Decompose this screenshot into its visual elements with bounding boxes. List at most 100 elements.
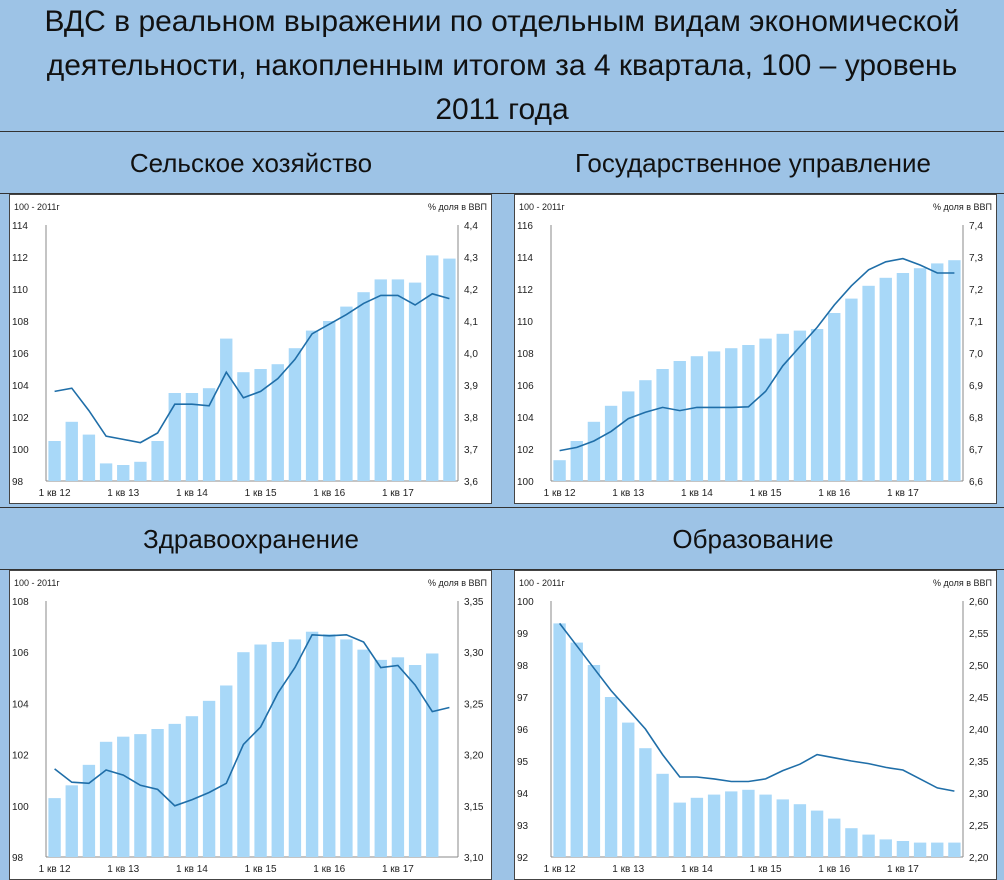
bar	[793, 330, 807, 481]
bar	[374, 659, 387, 857]
bar	[426, 653, 439, 857]
left-tick-label: 98	[517, 661, 529, 672]
right-tick-label: 3,7	[464, 445, 478, 456]
right-axis-label: % доля в ВВП	[428, 578, 487, 588]
bar	[862, 834, 875, 857]
right-tick-label: 7,4	[969, 221, 983, 232]
left-tick-label: 108	[12, 317, 29, 328]
bar	[810, 329, 824, 481]
bar	[305, 330, 319, 481]
bar	[690, 356, 704, 481]
x-tick-label: 1 кв 13	[107, 488, 139, 499]
right-tick-label: 3,8	[464, 413, 478, 424]
bar	[707, 351, 721, 481]
bar	[340, 306, 353, 481]
left-tick-label: 95	[517, 757, 529, 768]
bar	[604, 405, 618, 481]
bar	[742, 345, 755, 481]
right-tick-label: 6,8	[969, 413, 983, 424]
left-tick-label: 114	[517, 253, 533, 264]
right-tick-label: 4,2	[464, 285, 478, 296]
chart-title-agriculture: Сельское хозяйство	[129, 147, 373, 178]
bar	[862, 285, 875, 481]
bar	[845, 828, 858, 857]
bar	[879, 839, 892, 857]
x-tick-label: 1 кв 12	[39, 488, 71, 499]
chart-svg: 100 - 2011г % доля в ВВП 92 93 94 95 96 97 98 99 1…	[517, 578, 992, 875]
bar	[408, 665, 422, 857]
bar	[202, 700, 216, 857]
right-tick-label: 2,35	[969, 757, 989, 768]
bar	[673, 361, 686, 481]
bar	[117, 465, 130, 481]
divider	[0, 507, 1004, 508]
bar	[587, 421, 601, 481]
bar	[254, 644, 267, 857]
left-tick-label: 108	[12, 597, 29, 608]
left-tick-label: 108	[517, 349, 534, 360]
bar	[151, 441, 164, 481]
right-tick-label: 2,55	[969, 629, 989, 640]
bar	[99, 741, 113, 857]
bar	[271, 641, 284, 857]
bar	[391, 279, 405, 481]
bar	[65, 785, 78, 857]
right-tick-label: 2,20	[969, 853, 989, 864]
bar	[117, 736, 130, 857]
bar	[48, 441, 61, 481]
bar	[553, 460, 566, 481]
chart-healthcare: 100 - 2011г % доля в ВВП 98 100 102 104 106 108…	[9, 570, 492, 880]
bar	[793, 804, 807, 857]
right-tick-label: 3,9	[464, 381, 478, 392]
x-tick-label: 1 кв 17	[887, 488, 919, 499]
right-axis-label: % доля в ВВП	[428, 202, 487, 212]
x-tick-label: 1 кв 15	[245, 864, 277, 875]
right-tick-label: 2,45	[969, 693, 989, 704]
right-tick-label: 3,25	[464, 699, 484, 710]
right-tick-label: 3,10	[464, 853, 484, 864]
right-tick-label: 2,40	[969, 725, 989, 736]
bar	[759, 794, 772, 857]
left-tick-label: 104	[517, 413, 534, 424]
bar	[340, 639, 353, 857]
bar	[948, 260, 961, 481]
x-tick-label: 1 кв 13	[612, 488, 644, 499]
chart-agriculture: 100 - 2011г % доля в ВВП 98 100 102 104 106 108…	[9, 194, 492, 504]
right-tick-label: 2,25	[969, 821, 989, 832]
chart-title-education: Образование	[672, 523, 834, 554]
bar	[65, 421, 78, 481]
right-tick-label: 7,2	[969, 285, 983, 296]
left-tick-label: 100	[517, 477, 534, 488]
bar	[828, 313, 841, 481]
bar	[725, 348, 738, 481]
x-tick-label: 1 кв 15	[750, 864, 782, 875]
left-tick-label: 96	[517, 725, 529, 736]
right-tick-label: 6,9	[969, 381, 983, 392]
bar	[639, 748, 652, 857]
right-tick-label: 3,35	[464, 597, 484, 608]
bar	[828, 818, 841, 857]
bar	[639, 380, 652, 481]
bar	[374, 279, 387, 481]
right-axis-label: % доля в ВВП	[933, 202, 992, 212]
bar	[622, 722, 635, 857]
bar	[776, 799, 789, 857]
right-tick-label: 3,20	[464, 751, 484, 762]
bar	[357, 292, 370, 481]
left-tick-label: 99	[517, 629, 529, 640]
x-tick-label: 1 кв 15	[750, 488, 782, 499]
x-tick-label: 1 кв 14	[176, 488, 208, 499]
bar	[622, 391, 635, 481]
share-line	[558, 622, 955, 792]
bar	[707, 794, 721, 857]
x-tick-label: 1 кв 12	[544, 864, 576, 875]
left-tick-label: 94	[517, 789, 529, 800]
bar	[426, 255, 439, 481]
x-tick-label: 1 кв 16	[818, 488, 850, 499]
bar	[99, 463, 113, 481]
left-tick-label: 110	[12, 285, 28, 296]
bar	[185, 393, 199, 481]
bar	[151, 729, 164, 857]
x-tick-label: 1 кв 13	[612, 864, 644, 875]
bar	[391, 657, 405, 857]
